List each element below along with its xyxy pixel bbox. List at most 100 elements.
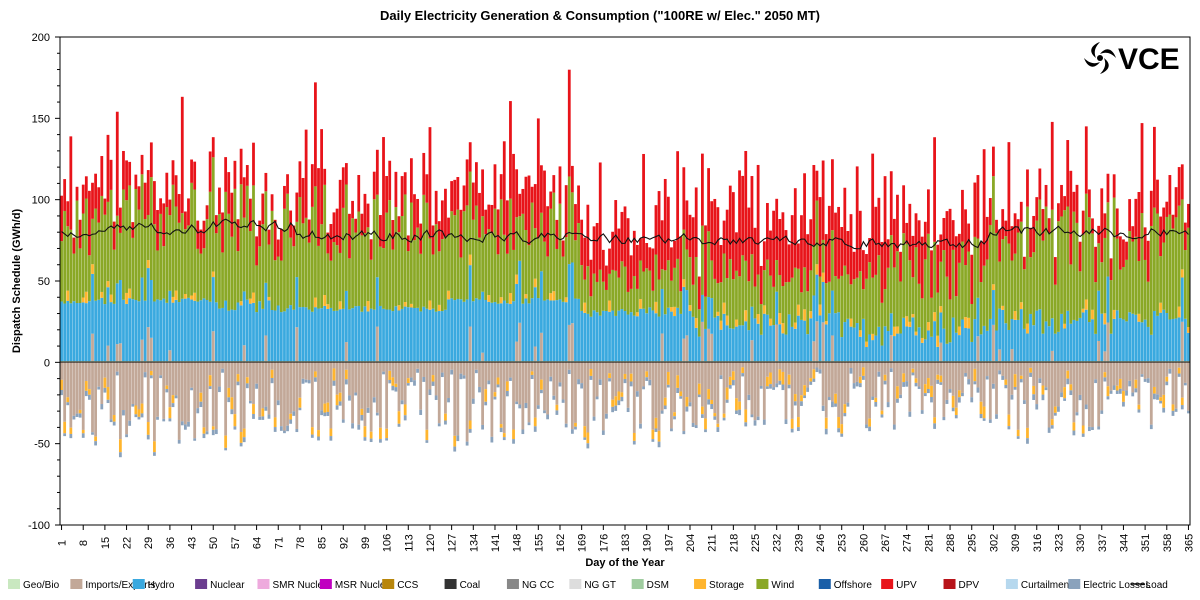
bar-storage-neg xyxy=(744,409,748,423)
bar-imports-exports-neg xyxy=(450,362,454,370)
bar-electric-losses-neg xyxy=(487,380,491,385)
bar-storage-neg xyxy=(676,375,680,388)
bar-hydro xyxy=(967,328,971,362)
bar-hydro xyxy=(78,303,82,362)
bar-wind xyxy=(1084,193,1088,300)
bar-imports-exports xyxy=(998,349,1001,362)
bar-upv xyxy=(94,173,97,209)
bar-wind xyxy=(394,207,398,307)
bar-electric-losses-neg xyxy=(778,380,782,385)
bar-electric-losses-neg xyxy=(512,439,515,444)
bar-electric-losses-neg xyxy=(1081,433,1085,437)
bar-electric-losses-neg xyxy=(258,416,262,420)
bar-upv xyxy=(78,219,82,249)
bar-upv xyxy=(710,201,714,261)
bar-storage xyxy=(397,305,401,311)
bar-imports-exports-neg xyxy=(1084,362,1088,405)
bar-upv xyxy=(549,191,553,209)
bar-upv xyxy=(431,225,435,255)
bar-wind xyxy=(125,200,128,293)
bar-storage-neg xyxy=(874,397,878,403)
bar-wind xyxy=(78,248,82,303)
bar-hydro xyxy=(648,307,652,362)
bar-upv xyxy=(834,212,837,277)
bar-imports-exports-neg xyxy=(406,362,410,379)
bar-electric-losses-neg xyxy=(1180,405,1184,410)
bar-imports-exports-neg xyxy=(329,362,333,429)
x-tick-label: 323 xyxy=(1053,534,1065,552)
bar-hydro xyxy=(784,334,788,362)
bar-hydro xyxy=(218,308,221,362)
bar-imports-exports-neg xyxy=(521,362,525,430)
bar-hydro xyxy=(81,302,85,362)
bar-wind xyxy=(905,243,909,317)
bar-hydro xyxy=(388,309,392,362)
bar-storage-neg xyxy=(843,404,847,414)
bar-hydro xyxy=(326,308,330,362)
bar-upv xyxy=(143,182,147,220)
bar-wind xyxy=(1143,259,1147,320)
bar-imports-exports-neg xyxy=(561,362,565,400)
bar-imports-exports-neg xyxy=(224,362,228,436)
bar-hydro xyxy=(747,330,751,362)
bar-storage xyxy=(821,272,825,282)
bar-electric-losses-neg xyxy=(800,401,803,406)
bar-imports-exports-neg xyxy=(790,362,794,419)
bar-electric-losses-neg xyxy=(357,424,361,430)
bar-electric-losses-neg xyxy=(892,424,896,430)
bar-imports-exports-neg xyxy=(914,362,918,379)
bar-storage xyxy=(939,306,943,313)
bar-electric-losses-neg xyxy=(162,418,166,422)
bar-electric-losses-neg xyxy=(338,401,342,406)
bar-electric-losses-neg xyxy=(286,425,289,432)
bar-electric-losses-neg xyxy=(354,392,358,396)
bar-imports-exports-neg xyxy=(642,362,645,387)
bar-imports-exports-neg xyxy=(205,362,209,432)
bar-imports-exports-neg xyxy=(611,362,615,400)
bar-electric-losses-neg xyxy=(1047,427,1051,433)
bar-upv xyxy=(722,220,726,254)
bar-electric-losses-neg xyxy=(704,429,707,433)
bar-imports-exports-neg xyxy=(314,362,317,372)
bar-electric-losses-neg xyxy=(889,368,893,373)
bar-hydro xyxy=(103,304,107,362)
bar-hydro xyxy=(651,310,655,362)
bar-hydro xyxy=(329,307,333,362)
bar-electric-losses-neg xyxy=(793,401,797,406)
bar-storage xyxy=(716,311,720,316)
bar-hydro xyxy=(995,330,998,362)
bar-wind xyxy=(153,224,156,302)
bar-imports-exports-neg xyxy=(855,362,859,382)
bar-wind xyxy=(577,223,580,299)
bar-imports-exports-neg xyxy=(1063,362,1067,388)
bar-upv xyxy=(490,204,494,234)
bar-storage xyxy=(1137,313,1141,322)
bar-wind xyxy=(211,157,215,272)
bar-wind xyxy=(221,252,224,308)
bar-upv xyxy=(1122,239,1125,267)
bar-storage-neg xyxy=(1134,379,1138,389)
bar-imports-exports-neg xyxy=(422,362,426,377)
bar-hydro xyxy=(574,298,577,362)
bar-upv xyxy=(183,211,187,230)
bar-electric-losses-neg xyxy=(577,379,580,385)
bar-hydro xyxy=(292,309,296,362)
bar-storage-neg xyxy=(824,417,828,429)
bar-hydro xyxy=(682,286,686,339)
bar-wind xyxy=(843,265,847,323)
bar-storage-neg xyxy=(289,413,293,420)
bar-imports-exports-neg xyxy=(933,362,936,418)
bar-electric-losses-neg xyxy=(775,383,779,388)
bar-storage-neg xyxy=(252,404,255,414)
bar-electric-losses-neg xyxy=(344,379,348,385)
bar-electric-losses-neg xyxy=(1041,394,1045,401)
bar-electric-losses-neg xyxy=(208,386,212,390)
bar-storage xyxy=(896,326,899,334)
bar-electric-losses-neg xyxy=(1004,384,1008,389)
bar-electric-losses-neg xyxy=(1007,426,1011,430)
bar-storage-neg xyxy=(298,397,302,408)
bar-hydro xyxy=(614,315,618,362)
bar-wind xyxy=(1174,217,1178,319)
bar-imports-exports xyxy=(375,326,379,362)
bar-imports-exports-neg xyxy=(1131,362,1135,393)
